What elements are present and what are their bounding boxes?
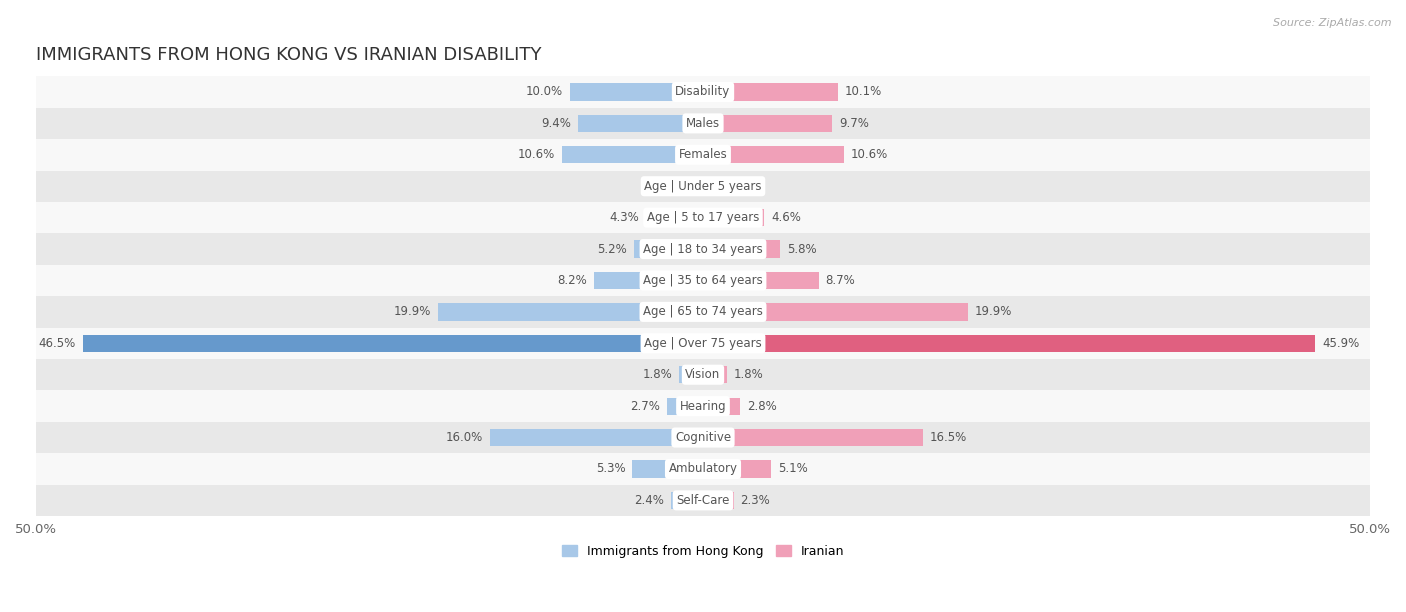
Text: 9.4%: 9.4% [541, 117, 571, 130]
Bar [703, 429, 924, 446]
Bar [690, 177, 703, 195]
Bar [37, 296, 1369, 327]
Bar [703, 366, 727, 383]
Text: 10.0%: 10.0% [526, 86, 562, 99]
Text: Males: Males [686, 117, 720, 130]
Bar [703, 335, 1315, 352]
Bar [593, 272, 703, 289]
Text: 45.9%: 45.9% [1322, 337, 1360, 350]
Text: 8.2%: 8.2% [557, 274, 586, 287]
Bar [37, 171, 1369, 202]
Text: Vision: Vision [685, 368, 721, 381]
Text: Self-Care: Self-Care [676, 494, 730, 507]
Text: Source: ZipAtlas.com: Source: ZipAtlas.com [1274, 18, 1392, 28]
Bar [37, 359, 1369, 390]
Text: 2.7%: 2.7% [630, 400, 661, 412]
Text: Ambulatory: Ambulatory [668, 463, 738, 476]
Text: 2.4%: 2.4% [634, 494, 664, 507]
Bar [37, 485, 1369, 516]
Text: 8.7%: 8.7% [825, 274, 855, 287]
Bar [703, 492, 734, 509]
Text: Age | Over 75 years: Age | Over 75 years [644, 337, 762, 350]
Text: Age | 65 to 74 years: Age | 65 to 74 years [643, 305, 763, 318]
Bar [37, 453, 1369, 485]
Bar [703, 304, 969, 321]
Text: 16.0%: 16.0% [446, 431, 482, 444]
Bar [645, 209, 703, 226]
Bar [37, 108, 1369, 139]
Bar [83, 335, 703, 352]
Text: Age | Under 5 years: Age | Under 5 years [644, 180, 762, 193]
Text: 10.6%: 10.6% [517, 148, 555, 162]
Text: 9.7%: 9.7% [839, 117, 869, 130]
Bar [569, 83, 703, 100]
Bar [671, 492, 703, 509]
Text: Hearing: Hearing [679, 400, 727, 412]
Bar [634, 241, 703, 258]
Text: 1.8%: 1.8% [643, 368, 672, 381]
Text: Disability: Disability [675, 86, 731, 99]
Text: 1.8%: 1.8% [734, 368, 763, 381]
Bar [437, 304, 703, 321]
Bar [561, 146, 703, 163]
Bar [703, 398, 741, 415]
Bar [703, 460, 770, 477]
Text: 5.1%: 5.1% [778, 463, 807, 476]
Text: IMMIGRANTS FROM HONG KONG VS IRANIAN DISABILITY: IMMIGRANTS FROM HONG KONG VS IRANIAN DIS… [37, 46, 541, 64]
Bar [703, 272, 820, 289]
Text: 19.9%: 19.9% [394, 305, 430, 318]
Bar [703, 146, 845, 163]
Bar [37, 327, 1369, 359]
Bar [37, 265, 1369, 296]
Text: Cognitive: Cognitive [675, 431, 731, 444]
Bar [578, 115, 703, 132]
Text: 2.3%: 2.3% [741, 494, 770, 507]
Text: Females: Females [679, 148, 727, 162]
Text: Age | 35 to 64 years: Age | 35 to 64 years [643, 274, 763, 287]
Bar [37, 139, 1369, 171]
Bar [633, 460, 703, 477]
Text: 0.95%: 0.95% [647, 180, 683, 193]
Bar [679, 366, 703, 383]
Bar [703, 209, 765, 226]
Bar [37, 233, 1369, 265]
Text: 16.5%: 16.5% [929, 431, 967, 444]
Text: Age | 5 to 17 years: Age | 5 to 17 years [647, 211, 759, 224]
Text: 5.2%: 5.2% [598, 242, 627, 256]
Text: 4.3%: 4.3% [609, 211, 638, 224]
Bar [37, 76, 1369, 108]
Text: Age | 18 to 34 years: Age | 18 to 34 years [643, 242, 763, 256]
Legend: Immigrants from Hong Kong, Iranian: Immigrants from Hong Kong, Iranian [557, 540, 849, 562]
Bar [37, 422, 1369, 453]
Bar [489, 429, 703, 446]
Bar [37, 202, 1369, 233]
Bar [703, 241, 780, 258]
Bar [703, 83, 838, 100]
Bar [703, 177, 716, 195]
Text: 1.0%: 1.0% [723, 180, 752, 193]
Text: 5.3%: 5.3% [596, 463, 626, 476]
Text: 46.5%: 46.5% [39, 337, 76, 350]
Bar [666, 398, 703, 415]
Text: 5.8%: 5.8% [787, 242, 817, 256]
Text: 2.8%: 2.8% [747, 400, 776, 412]
Text: 10.6%: 10.6% [851, 148, 889, 162]
Text: 4.6%: 4.6% [770, 211, 801, 224]
Bar [703, 115, 832, 132]
Text: 10.1%: 10.1% [845, 86, 882, 99]
Text: 19.9%: 19.9% [976, 305, 1012, 318]
Bar [37, 390, 1369, 422]
